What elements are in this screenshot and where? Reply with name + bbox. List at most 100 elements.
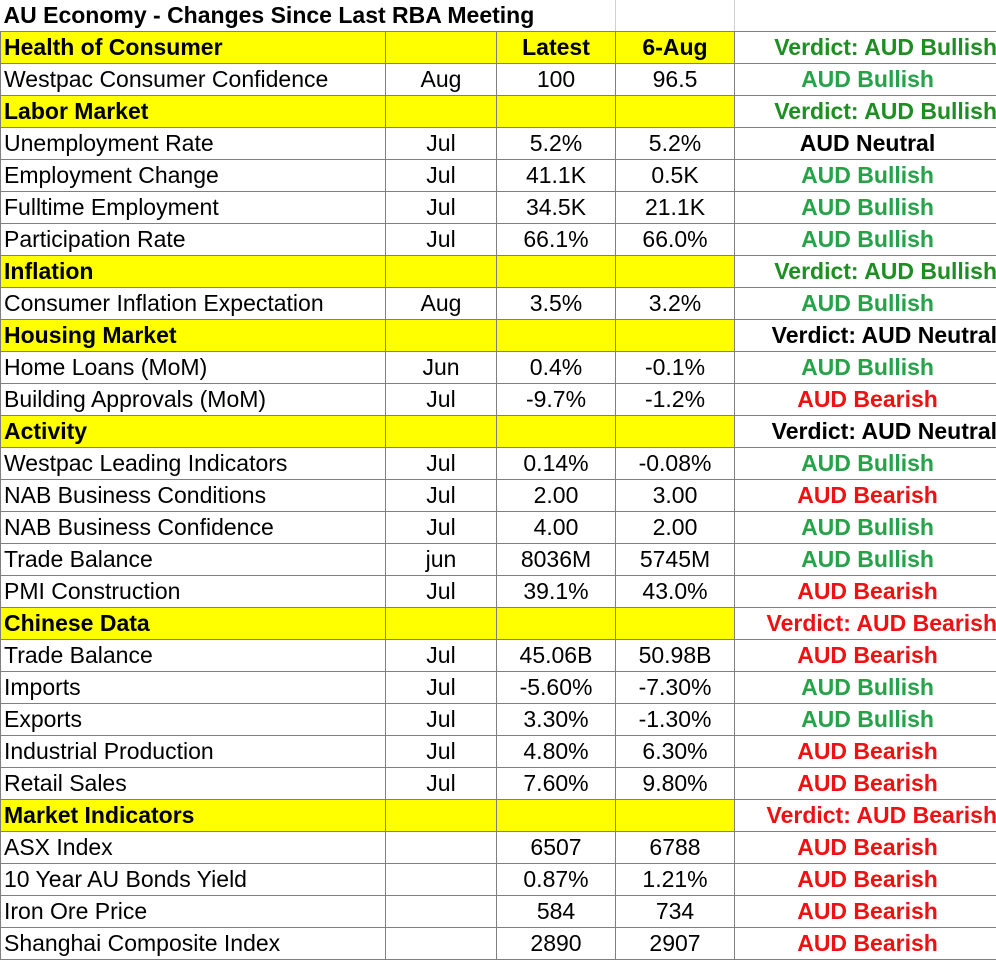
latest-value[interactable]: 2.00	[495, 479, 617, 512]
section-label[interactable]: Activity	[0, 415, 386, 448]
indicator-name[interactable]: Trade Balance	[0, 543, 386, 576]
section-label[interactable]: Housing Market	[0, 319, 386, 352]
latest-header[interactable]	[495, 255, 617, 288]
latest-header[interactable]	[495, 319, 617, 352]
verdict-cell[interactable]: Verdict: AUD Neutral	[734, 415, 996, 448]
previous-header[interactable]	[615, 607, 736, 640]
section-label[interactable]: Health of Consumer	[0, 31, 386, 64]
verdict-cell[interactable]: Verdict: AUD Bearish	[734, 607, 996, 640]
empty-cell[interactable]	[615, 0, 735, 32]
previous-value[interactable]: 21.1K	[615, 191, 736, 224]
latest-value[interactable]: 5.2%	[495, 127, 617, 160]
period-cell[interactable]	[385, 863, 497, 896]
signal-cell[interactable]: AUD Bullish	[734, 159, 996, 192]
latest-value[interactable]: 7.60%	[495, 767, 617, 800]
signal-cell[interactable]: AUD Bearish	[734, 383, 996, 416]
previous-value[interactable]: 2.00	[615, 511, 736, 544]
period-cell[interactable]: Jul	[385, 447, 497, 480]
period-cell[interactable]: jun	[385, 543, 497, 576]
latest-value[interactable]: 3.5%	[495, 287, 617, 320]
indicator-name[interactable]: Consumer Inflation Expectation	[0, 287, 386, 320]
previous-value[interactable]: 0.5K	[615, 159, 736, 192]
indicator-name[interactable]: ASX Index	[0, 831, 386, 864]
latest-value[interactable]: 66.1%	[495, 223, 617, 256]
indicator-name[interactable]: Westpac Leading Indicators	[0, 447, 386, 480]
previous-header[interactable]	[615, 799, 736, 832]
signal-cell[interactable]: AUD Bullish	[734, 447, 996, 480]
latest-value[interactable]: 2890	[495, 927, 617, 960]
previous-header[interactable]	[615, 255, 736, 288]
section-label[interactable]: Market Indicators	[0, 799, 386, 832]
latest-value[interactable]: 3.30%	[495, 703, 617, 736]
signal-cell[interactable]: AUD Bullish	[734, 63, 996, 96]
period-cell[interactable]: Aug	[385, 63, 497, 96]
indicator-name[interactable]: Employment Change	[0, 159, 386, 192]
previous-header[interactable]	[615, 415, 736, 448]
verdict-cell[interactable]: Verdict: AUD Neutral	[734, 319, 996, 352]
signal-cell[interactable]: AUD Bullish	[734, 351, 996, 384]
period-cell[interactable]: Jul	[385, 767, 497, 800]
signal-cell[interactable]: AUD Bearish	[734, 575, 996, 608]
latest-value[interactable]: 100	[495, 63, 617, 96]
period-cell[interactable]: Jul	[385, 735, 497, 768]
indicator-name[interactable]: Building Approvals (MoM)	[0, 383, 386, 416]
period-cell[interactable]	[385, 927, 497, 960]
sheet-title[interactable]: AU Economy - Changes Since Last RBA Meet…	[0, 0, 616, 32]
latest-header[interactable]: Latest	[495, 31, 617, 64]
empty-cell[interactable]	[385, 607, 497, 640]
verdict-cell[interactable]: Verdict: AUD Bullish	[734, 95, 996, 128]
latest-value[interactable]: 34.5K	[495, 191, 617, 224]
previous-value[interactable]: 6788	[615, 831, 736, 864]
previous-value[interactable]: -0.1%	[615, 351, 736, 384]
signal-cell[interactable]: AUD Bearish	[734, 735, 996, 768]
signal-cell[interactable]: AUD Neutral	[734, 127, 996, 160]
signal-cell[interactable]: AUD Bullish	[734, 287, 996, 320]
signal-cell[interactable]: AUD Bearish	[734, 831, 996, 864]
previous-header[interactable]: 6-Aug	[615, 31, 736, 64]
previous-value[interactable]: 6.30%	[615, 735, 736, 768]
section-label[interactable]: Labor Market	[0, 95, 386, 128]
previous-value[interactable]: 43.0%	[615, 575, 736, 608]
section-label[interactable]: Chinese Data	[0, 607, 386, 640]
period-cell[interactable]	[385, 831, 497, 864]
period-cell[interactable]	[385, 895, 497, 928]
verdict-cell[interactable]: Verdict: AUD Bullish	[734, 255, 996, 288]
indicator-name[interactable]: Retail Sales	[0, 767, 386, 800]
period-cell[interactable]: Jul	[385, 575, 497, 608]
indicator-name[interactable]: Trade Balance	[0, 639, 386, 672]
signal-cell[interactable]: AUD Bullish	[734, 191, 996, 224]
latest-header[interactable]	[495, 607, 617, 640]
signal-cell[interactable]: AUD Bearish	[734, 863, 996, 896]
empty-cell[interactable]	[385, 799, 497, 832]
section-label[interactable]: Inflation	[0, 255, 386, 288]
previous-value[interactable]: 66.0%	[615, 223, 736, 256]
empty-cell[interactable]	[385, 95, 497, 128]
indicator-name[interactable]: Exports	[0, 703, 386, 736]
indicator-name[interactable]: Iron Ore Price	[0, 895, 386, 928]
previous-value[interactable]: 1.21%	[615, 863, 736, 896]
period-cell[interactable]: Jun	[385, 351, 497, 384]
previous-value[interactable]: -7.30%	[615, 671, 736, 704]
indicator-name[interactable]: Westpac Consumer Confidence	[0, 63, 386, 96]
previous-value[interactable]: 5.2%	[615, 127, 736, 160]
signal-cell[interactable]: AUD Bearish	[734, 639, 996, 672]
latest-value[interactable]: -5.60%	[495, 671, 617, 704]
previous-value[interactable]: 50.98B	[615, 639, 736, 672]
signal-cell[interactable]: AUD Bearish	[734, 479, 996, 512]
latest-value[interactable]: 45.06B	[495, 639, 617, 672]
signal-cell[interactable]: AUD Bullish	[734, 671, 996, 704]
period-cell[interactable]: Jul	[385, 159, 497, 192]
previous-value[interactable]: 9.80%	[615, 767, 736, 800]
previous-value[interactable]: -0.08%	[615, 447, 736, 480]
signal-cell[interactable]: AUD Bullish	[734, 703, 996, 736]
latest-value[interactable]: 4.80%	[495, 735, 617, 768]
indicator-name[interactable]: Imports	[0, 671, 386, 704]
indicator-name[interactable]: Participation Rate	[0, 223, 386, 256]
indicator-name[interactable]: NAB Business Conditions	[0, 479, 386, 512]
latest-value[interactable]: 0.4%	[495, 351, 617, 384]
signal-cell[interactable]: AUD Bearish	[734, 767, 996, 800]
empty-cell[interactable]	[385, 255, 497, 288]
period-cell[interactable]: Jul	[385, 511, 497, 544]
signal-cell[interactable]: AUD Bullish	[734, 543, 996, 576]
latest-value[interactable]: -9.7%	[495, 383, 617, 416]
